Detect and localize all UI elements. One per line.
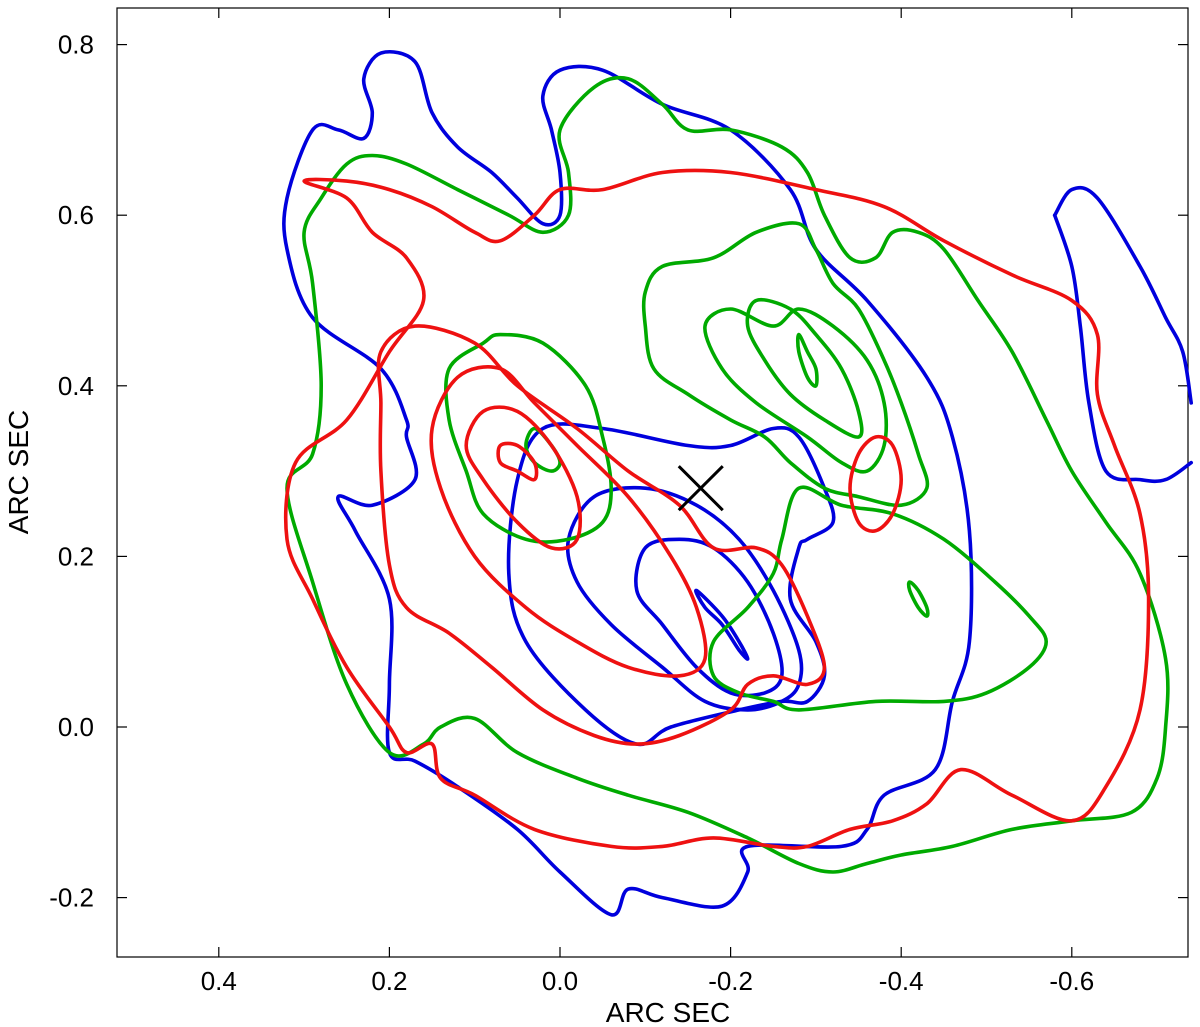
contour-line <box>444 332 613 544</box>
contour-line <box>496 441 539 482</box>
contour-line <box>906 580 930 618</box>
y-tick-label: 0.8 <box>58 30 94 60</box>
x-tick-label: -0.2 <box>708 966 753 996</box>
contour-line <box>634 537 784 698</box>
contour-line <box>848 434 903 533</box>
contour-line <box>282 50 974 917</box>
contour-series <box>283 168 1151 850</box>
contour-line <box>745 298 864 439</box>
contour-line <box>376 324 827 746</box>
contour-line <box>694 588 750 661</box>
contour-series <box>282 50 1193 917</box>
x-tick-label: -0.4 <box>879 966 924 996</box>
x-tick-label: 0.4 <box>201 966 237 996</box>
center-marker <box>677 465 724 512</box>
x-tick-label: 0.0 <box>542 966 578 996</box>
contour-line <box>429 365 708 678</box>
plot-frame <box>116 7 1189 958</box>
contour-line <box>506 422 836 747</box>
x-tick-label: 0.2 <box>371 966 407 996</box>
x-axis-title: ARC SEC <box>606 997 730 1027</box>
y-tick-label: 0.6 <box>58 200 94 230</box>
marker-stroke <box>677 465 724 512</box>
contour-layers <box>282 50 1193 917</box>
contour-series <box>285 75 1170 874</box>
y-tick-label: -0.2 <box>49 883 94 913</box>
contour-line <box>283 168 1151 850</box>
contour-line <box>464 405 583 551</box>
contour-line <box>641 221 930 508</box>
y-tick-label: 0.0 <box>58 712 94 742</box>
contour-line <box>1052 185 1193 405</box>
y-tick-label: 0.4 <box>58 371 94 401</box>
contour-line <box>795 332 819 388</box>
y-axis-title: ARC SEC <box>3 410 34 534</box>
contour-line <box>703 307 889 474</box>
contour-line <box>565 485 804 712</box>
contour-line <box>1052 213 1193 484</box>
y-tick-label: 0.2 <box>58 541 94 571</box>
axis-ticks: 0.4 0.2 0.0 -0.2 -0.4 -0.6 0.8 0.6 0.4 0.2 0.0 -0.2 <box>49 8 1188 996</box>
contour-line <box>708 485 1048 712</box>
contour-line <box>285 75 1170 874</box>
x-tick-label: -0.6 <box>1049 966 1094 996</box>
